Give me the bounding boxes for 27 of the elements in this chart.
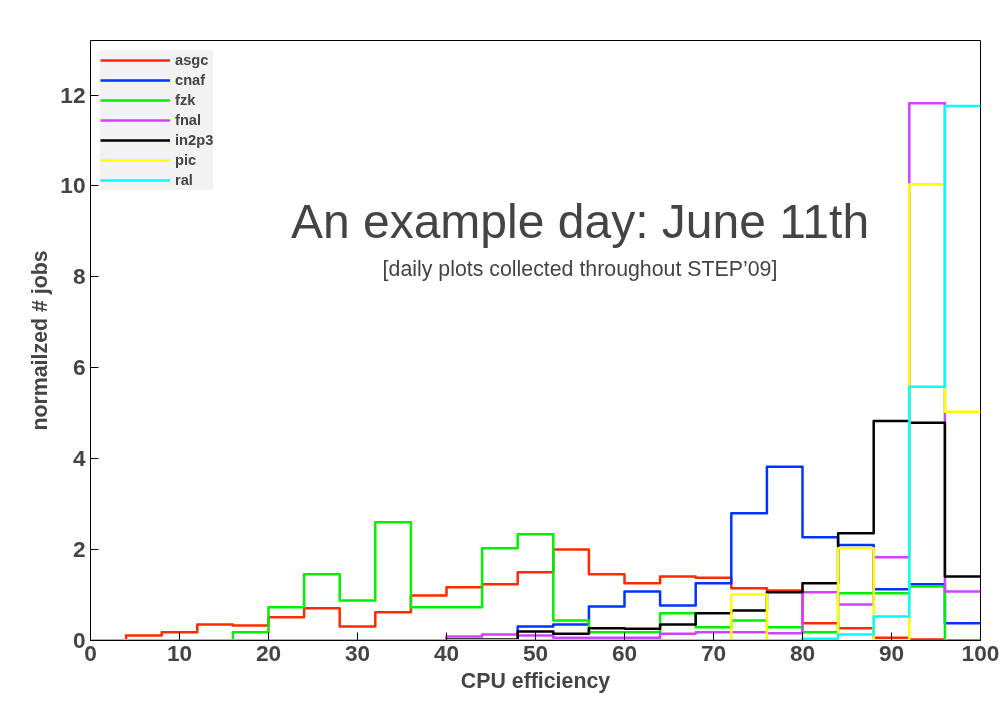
legend-label: in2p3 [175,132,214,148]
x-tick-label: 90 [878,639,905,666]
x-tick-label: 60 [611,639,638,666]
y-axis-title: normailzed # jobs [28,250,53,431]
legend-label: fnal [175,112,202,128]
legend-label: asgc [175,52,209,68]
y-tick-label: 8 [72,263,86,290]
y-tick-label: 6 [72,354,86,381]
text: [daily plots collected throughout STEP’09] [382,256,778,281]
text: An example day: June 11th [290,194,870,248]
x-tick-label: 100 [961,639,1000,666]
y-tick-label: 10 [60,172,86,199]
y-tick-label: 12 [60,81,86,108]
x-tick-label: 10 [166,639,193,666]
legend-label: pic [175,152,197,168]
legend-label: cnaf [175,72,206,88]
x-tick-label: 30 [344,639,371,666]
x-tick-label: 20 [255,639,282,666]
legend-label: fzk [175,92,196,108]
x-tick-label: 40 [433,639,460,666]
x-tick-label: 50 [522,639,549,666]
y-tick-label: 4 [72,445,86,472]
x-axis-title: CPU efficiency [460,668,611,693]
x-tick-label: 70 [700,639,727,666]
x-tick-label: 80 [789,639,816,666]
y-tick-label: 2 [72,536,86,563]
legend-label: ral [175,172,194,188]
